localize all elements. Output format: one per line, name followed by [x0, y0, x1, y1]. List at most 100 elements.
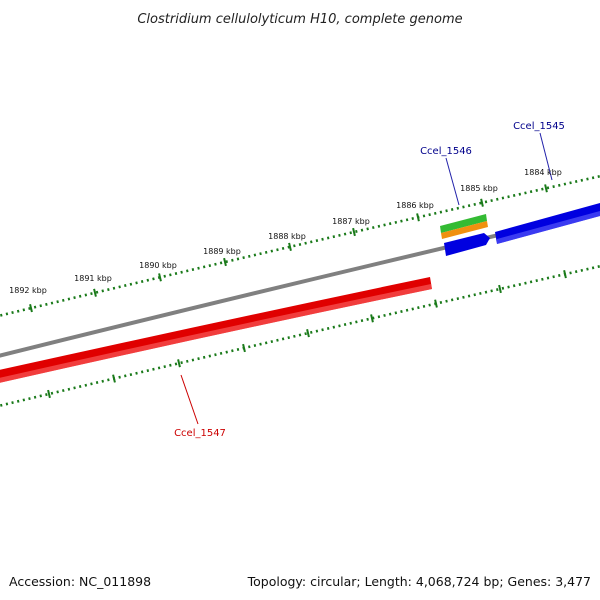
inner-ruler-minor-tick	[276, 338, 279, 342]
outer-ruler-minor-tick	[304, 241, 307, 245]
inner-ruler-minor-tick	[558, 273, 561, 277]
inner-ruler-minor-tick	[146, 369, 150, 373]
inner-ruler-minor-tick	[456, 297, 460, 301]
inner-ruler-minor-tick	[310, 330, 313, 334]
ruler-label-1892: 1892 kbp	[9, 286, 47, 295]
outer-ruler-minor-tick	[28, 306, 31, 310]
outer-ruler-major-tick	[352, 227, 356, 237]
outer-ruler-minor-tick	[462, 205, 465, 209]
inner-ruler-minor-tick	[28, 397, 31, 401]
inner-ruler-minor-tick	[304, 332, 307, 336]
outer-ruler-minor-tick	[377, 224, 381, 228]
gene-ccel-1545-shadow	[497, 211, 600, 244]
inner-ruler-minor-tick	[574, 270, 578, 274]
outer-ruler-minor-tick	[16, 309, 20, 313]
inner-ruler-minor-tick	[202, 355, 206, 359]
inner-ruler-minor-tick	[496, 288, 499, 292]
inner-ruler-minor-tick	[405, 308, 409, 312]
inner-ruler-major-tick	[498, 284, 502, 294]
map-title: Clostridium cellulolyticum H10, complete…	[137, 12, 462, 27]
feature-orange[interactable]	[441, 221, 488, 239]
inner-ruler-minor-tick	[467, 294, 471, 298]
inner-ruler-minor-tick	[507, 285, 510, 289]
outer-ruler-minor-tick	[197, 266, 200, 270]
outer-ruler-minor-tick	[552, 185, 555, 189]
inner-ruler-minor-tick	[101, 379, 105, 383]
outer-ruler-minor-tick	[95, 290, 99, 294]
leader-ccel-1547	[180, 374, 199, 425]
inner-ruler-minor-tick	[349, 321, 352, 325]
inner-ruler-minor-tick	[214, 353, 217, 357]
inner-ruler-minor-tick	[569, 271, 572, 275]
outer-ruler-minor-tick	[33, 305, 37, 309]
inner-ruler-minor-tick	[56, 390, 59, 394]
inner-ruler-minor-tick	[586, 267, 589, 271]
label-ccel-1547[interactable]: Ccel_1547	[174, 428, 226, 439]
outer-ruler-minor-tick	[61, 298, 65, 302]
outer-ruler-minor-tick	[140, 280, 144, 284]
feature-green[interactable]	[440, 214, 487, 233]
inner-ruler-minor-tick	[157, 366, 161, 370]
inner-ruler-minor-tick	[50, 391, 54, 395]
outer-ruler-minor-tick	[400, 219, 403, 223]
outer-ruler-minor-tick	[112, 286, 116, 290]
outer-ruler-minor-tick	[332, 235, 336, 239]
outer-ruler-minor-tick	[315, 239, 319, 243]
gene-ccel-1546[interactable]	[444, 233, 490, 256]
outer-ruler-minor-tick	[180, 270, 183, 274]
inner-ruler-minor-tick	[0, 403, 3, 407]
outer-ruler-minor-tick	[73, 296, 76, 300]
inner-ruler-minor-tick	[219, 351, 223, 355]
ruler-label-1891: 1891 kbp	[74, 274, 112, 283]
inner-ruler-minor-tick	[152, 367, 155, 371]
inner-ruler-minor-tick	[191, 358, 195, 362]
inner-ruler-minor-tick	[140, 370, 144, 374]
outer-ruler-minor-tick	[372, 226, 375, 230]
outer-ruler-minor-tick	[535, 188, 538, 192]
outer-ruler-minor-tick	[67, 297, 71, 301]
inner-ruler-minor-tick	[518, 282, 522, 286]
inner-ruler-minor-tick	[326, 326, 330, 330]
inner-ruler-minor-tick	[129, 373, 133, 377]
outer-ruler-minor-tick	[366, 227, 369, 231]
inner-ruler-minor-tick	[377, 315, 381, 319]
outer-ruler-minor-tick	[248, 254, 251, 258]
inner-ruler-minor-tick	[135, 371, 138, 375]
label-ccel-1545[interactable]: Ccel_1545	[513, 121, 565, 132]
outer-ruler-minor-tick	[90, 292, 93, 296]
ruler-label-1886: 1886 kbp	[396, 201, 434, 210]
outer-ruler-minor-tick	[422, 214, 426, 218]
outer-ruler-minor-tick	[383, 223, 386, 227]
inner-ruler-minor-tick	[236, 347, 240, 351]
ruler-labels: 1884 kbp 1885 kbp 1886 kbp 1887 kbp 1888 kbp…	[9, 168, 562, 295]
outer-ruler-minor-tick	[270, 249, 274, 253]
inner-ruler-major-tick	[434, 299, 438, 308]
outer-ruler-minor-tick	[231, 258, 234, 262]
reverse-strand-track	[0, 277, 432, 383]
inner-ruler-minor-tick	[298, 333, 302, 337]
outer-ruler-minor-tick	[202, 265, 206, 269]
ruler-label-1885: 1885 kbp	[460, 184, 498, 193]
label-ccel-1546[interactable]: Ccel_1546	[420, 146, 472, 157]
outer-ruler-minor-tick	[388, 222, 392, 226]
inner-ruler-minor-tick	[479, 291, 482, 295]
inner-ruler-minor-tick	[225, 350, 228, 354]
inner-ruler-minor-tick	[67, 387, 71, 391]
inner-ruler-minor-tick	[428, 303, 431, 307]
inner-ruler-minor-tick	[462, 295, 465, 299]
outer-ruler-minor-tick	[281, 246, 285, 250]
inner-ruler-major-tick	[306, 329, 310, 338]
outer-ruler-minor-tick	[456, 206, 460, 210]
inner-ruler-minor-tick	[315, 329, 319, 333]
outer-ruler-minor-tick	[512, 193, 516, 197]
inner-ruler-minor-tick	[180, 361, 183, 365]
outer-ruler-minor-tick	[580, 178, 584, 182]
outer-ruler-major-tick	[223, 257, 227, 267]
outer-ruler-minor-tick	[208, 264, 212, 268]
leader-ccel-1546	[445, 157, 460, 206]
gene-ccel-1547-shadow	[0, 284, 432, 383]
outer-ruler-major-tick	[480, 198, 484, 207]
outer-ruler-minor-tick	[310, 240, 313, 244]
outer-ruler-minor-tick	[236, 257, 240, 261]
inner-ruler-minor-tick	[95, 381, 99, 385]
